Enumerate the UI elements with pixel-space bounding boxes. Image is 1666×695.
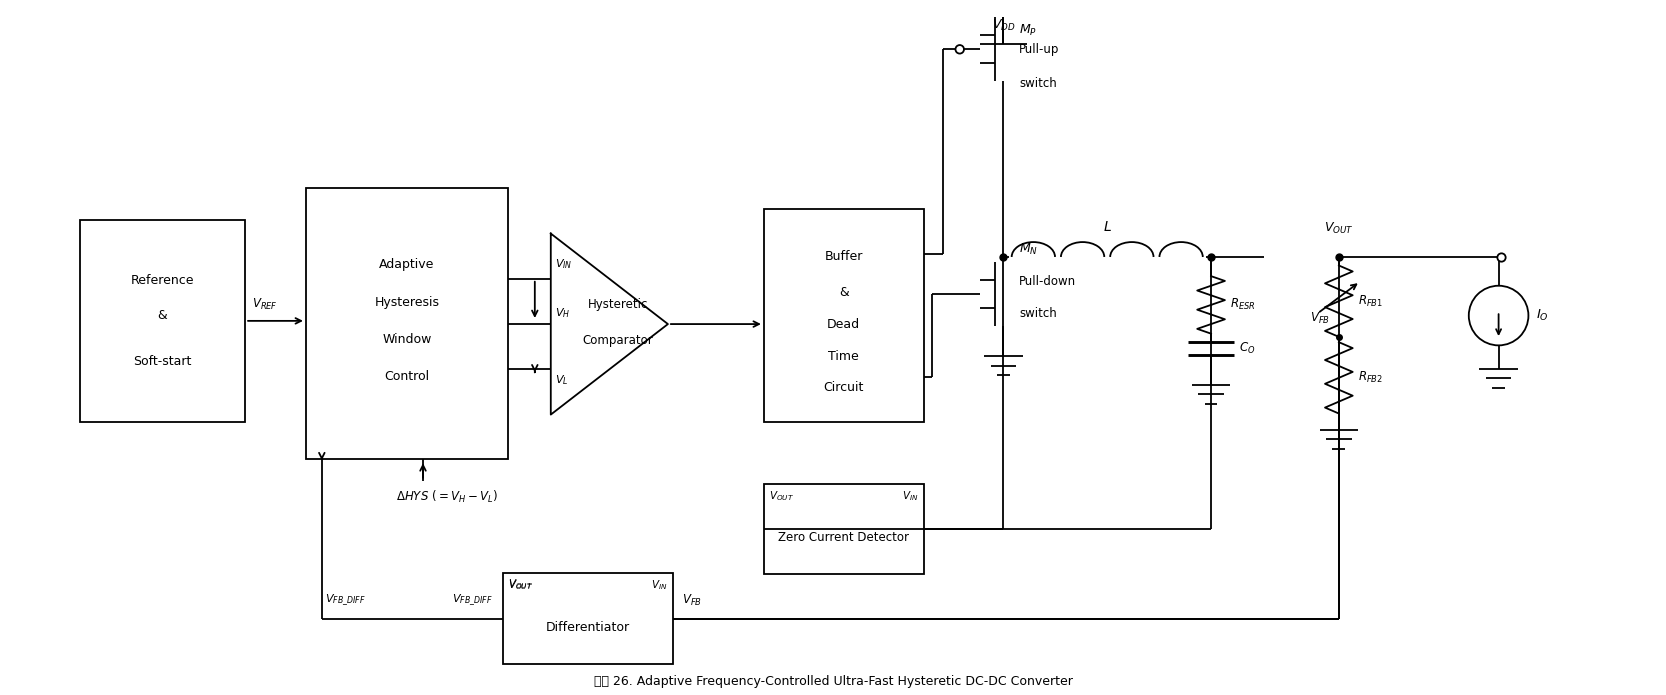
Text: Hysteretic: Hysteretic bbox=[588, 298, 648, 311]
Text: $V_L$: $V_L$ bbox=[555, 374, 568, 387]
Text: $M_P$: $M_P$ bbox=[1020, 23, 1038, 38]
Text: Pull-down: Pull-down bbox=[1020, 275, 1076, 288]
Bar bbox=[503, 573, 673, 664]
Text: $R_{ESR}$: $R_{ESR}$ bbox=[1230, 297, 1256, 313]
Text: $V_{REF}$: $V_{REF}$ bbox=[252, 297, 277, 312]
Bar bbox=[763, 484, 923, 574]
Text: 그림 26. Adaptive Frequency-Controlled Ultra-Fast Hysteretic DC-DC Converter: 그림 26. Adaptive Frequency-Controlled Ult… bbox=[593, 676, 1073, 688]
Text: Comparator: Comparator bbox=[583, 334, 653, 347]
Text: $V_{OUT}$: $V_{OUT}$ bbox=[1324, 220, 1354, 236]
Text: Zero Current Detector: Zero Current Detector bbox=[778, 531, 910, 544]
Text: Window: Window bbox=[382, 333, 431, 346]
Text: switch: switch bbox=[1020, 77, 1058, 90]
Text: $V_{OUT}$: $V_{OUT}$ bbox=[508, 579, 533, 592]
Text: $V_{IN}$: $V_{IN}$ bbox=[555, 258, 573, 271]
Text: $R_{FB2}$: $R_{FB2}$ bbox=[1358, 370, 1383, 386]
Text: $V_{IN}$: $V_{IN}$ bbox=[901, 489, 918, 503]
Text: $L$: $L$ bbox=[1103, 220, 1111, 234]
Text: $V_{FB}$: $V_{FB}$ bbox=[1311, 311, 1331, 326]
Text: Buffer: Buffer bbox=[825, 250, 863, 263]
Text: $V_{FB}$: $V_{FB}$ bbox=[681, 593, 701, 608]
Text: $\Delta HYS$ $(=V_H-V_L)$: $\Delta HYS$ $(=V_H-V_L)$ bbox=[397, 489, 498, 505]
Text: Time: Time bbox=[828, 350, 860, 363]
Text: $V_{IN}$: $V_{IN}$ bbox=[651, 579, 668, 592]
Bar bbox=[307, 188, 508, 459]
Text: Dead: Dead bbox=[826, 318, 860, 331]
Text: &: & bbox=[838, 286, 848, 299]
Bar bbox=[763, 209, 923, 422]
Text: switch: switch bbox=[1020, 307, 1058, 320]
Text: Reference: Reference bbox=[132, 274, 195, 287]
Text: $I_O$: $I_O$ bbox=[1536, 308, 1549, 323]
Text: $V_{FB\_DIFF}$: $V_{FB\_DIFF}$ bbox=[451, 592, 491, 608]
Text: $V_{OUT}$: $V_{OUT}$ bbox=[770, 489, 795, 503]
Text: Differentiator: Differentiator bbox=[546, 621, 630, 634]
Text: Soft-start: Soft-start bbox=[133, 355, 192, 368]
Text: $V_{FB\_DIFF}$: $V_{FB\_DIFF}$ bbox=[325, 592, 365, 608]
Text: $M_N$: $M_N$ bbox=[1020, 242, 1038, 257]
Text: Hysteresis: Hysteresis bbox=[375, 296, 440, 309]
Text: Control: Control bbox=[385, 370, 430, 383]
Text: Pull-up: Pull-up bbox=[1020, 43, 1060, 56]
Text: &: & bbox=[158, 309, 168, 322]
Text: $V_{DD}$: $V_{DD}$ bbox=[991, 18, 1015, 33]
Text: $C_O$: $C_O$ bbox=[1240, 341, 1254, 356]
Text: Adaptive: Adaptive bbox=[380, 259, 435, 272]
Bar bbox=[80, 220, 245, 422]
Text: $R_{FB1}$: $R_{FB1}$ bbox=[1358, 293, 1383, 309]
Text: Circuit: Circuit bbox=[823, 382, 865, 395]
Text: $V_{OUT}$: $V_{OUT}$ bbox=[508, 578, 533, 591]
Text: $V_H$: $V_H$ bbox=[555, 306, 570, 320]
